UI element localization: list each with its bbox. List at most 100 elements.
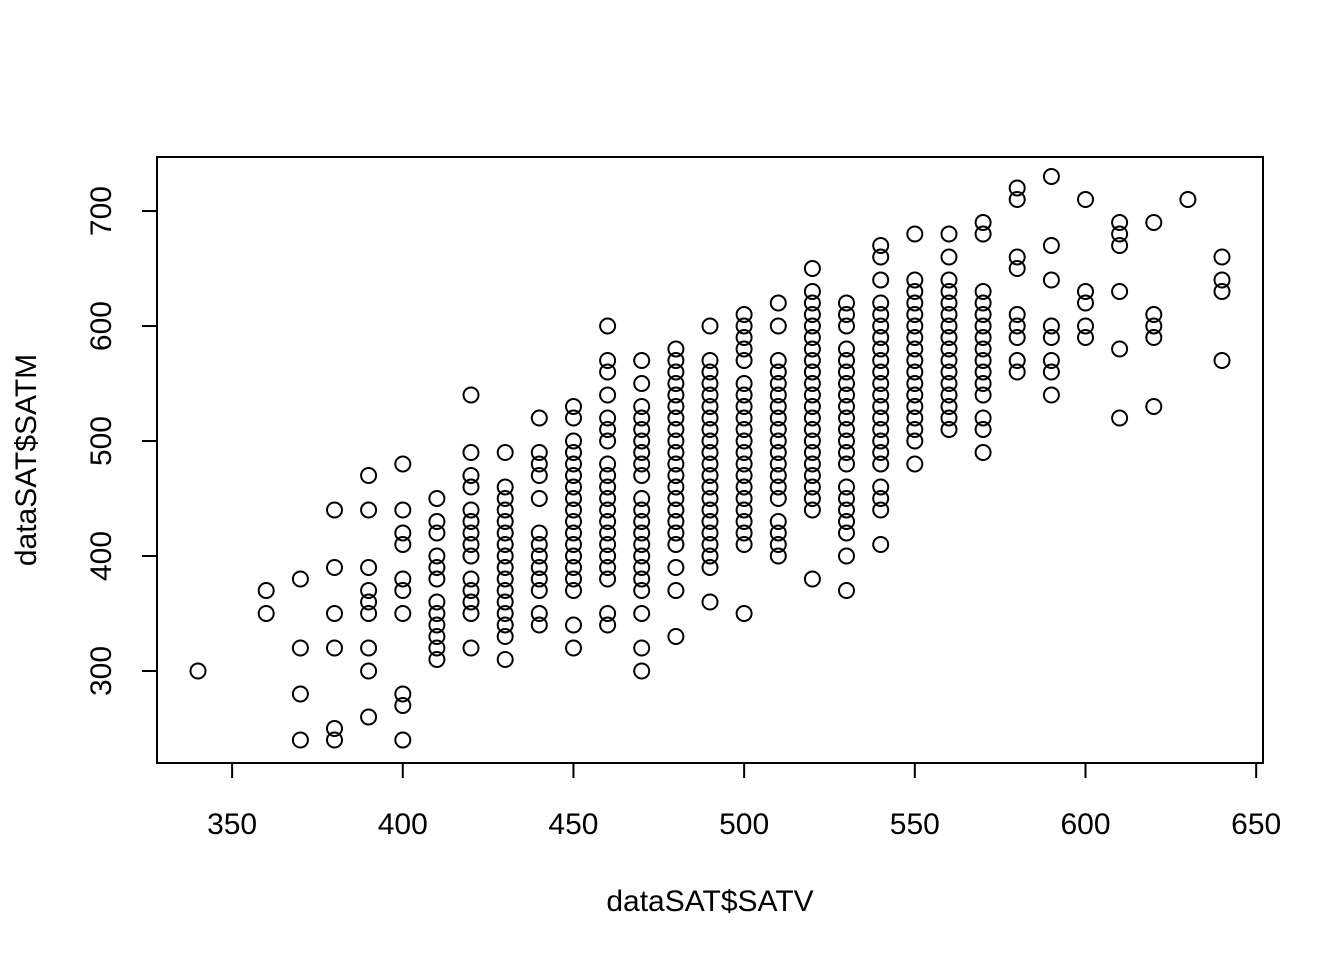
data-point [1077,329,1094,346]
data-point [1042,352,1060,369]
data-point [906,306,924,323]
data-point [769,294,787,312]
data-point [735,421,753,438]
data-point [291,731,309,749]
data-point [872,340,890,358]
data-point [633,421,651,438]
data-point [1077,191,1094,208]
data-point [565,570,582,588]
data-point [803,386,821,404]
data-point [428,639,446,657]
data-point [496,490,514,507]
data-point [633,409,651,427]
data-point [667,490,685,507]
data-point [838,582,855,599]
data-point [565,467,582,484]
data-point [803,363,821,381]
data-point [667,628,685,645]
data-point [1042,168,1060,185]
data-point [360,605,378,622]
data-point [1145,317,1163,335]
data-point [599,513,617,530]
data-point [906,363,924,381]
data-point [701,455,719,473]
data-point [1042,237,1060,254]
data-point [633,455,651,473]
data-point [906,317,924,335]
data-point [1008,352,1026,369]
data-point [428,616,446,634]
data-point [940,271,958,289]
data-point [701,547,719,565]
data-point [872,294,890,312]
data-point [906,283,924,300]
data-point [838,524,855,542]
data-point [769,478,787,496]
data-point [1111,214,1129,231]
data-point [599,455,617,473]
data-point [326,559,343,576]
data-point [701,593,719,611]
data-point [803,421,821,438]
data-point [735,386,753,404]
data-point [462,444,480,461]
data-point [769,363,787,381]
data-point [735,513,753,530]
data-point [496,536,514,553]
data-point [838,363,855,381]
data-point [565,409,582,427]
data-point [906,386,924,404]
data-point [565,478,582,496]
data-point [803,317,821,335]
data-point [735,444,753,461]
data-point [667,398,685,415]
data-point [735,329,753,346]
data-point [633,662,651,680]
data-point [565,639,582,657]
data-point [565,524,582,542]
data-point [1179,191,1197,208]
x-tick-label: 400 [378,808,428,841]
data-point [974,352,992,369]
y-tick-label: 700 [85,186,118,236]
data-point [394,605,412,622]
data-point [803,398,821,415]
data-point [940,386,958,404]
data-point [769,536,787,553]
data-point [599,317,617,335]
data-point [667,409,685,427]
data-point [496,605,514,622]
data-point [735,467,753,484]
data-point [769,524,787,542]
data-point [1111,409,1129,427]
data-point [803,352,821,369]
data-point [838,294,855,312]
data-point [428,490,446,507]
data-point [838,455,855,473]
data-point [1145,306,1163,323]
data-point [633,444,651,461]
data-point [326,731,343,749]
data-point [838,398,855,415]
data-point [838,421,855,438]
data-point [735,605,753,622]
data-point [974,329,992,346]
data-point [906,329,924,346]
data-point [701,501,719,519]
data-point [496,478,514,496]
data-point [667,444,685,461]
data-point [906,294,924,312]
data-point [974,317,992,335]
data-point [565,455,582,473]
data-point [565,616,582,634]
data-point [1145,214,1163,231]
data-point [394,501,412,519]
data-point [906,455,924,473]
data-point [428,593,446,611]
data-point [360,662,378,680]
data-point [769,386,787,404]
data-point [1008,363,1026,381]
x-tick-label: 600 [1060,808,1110,841]
data-point [872,444,890,461]
